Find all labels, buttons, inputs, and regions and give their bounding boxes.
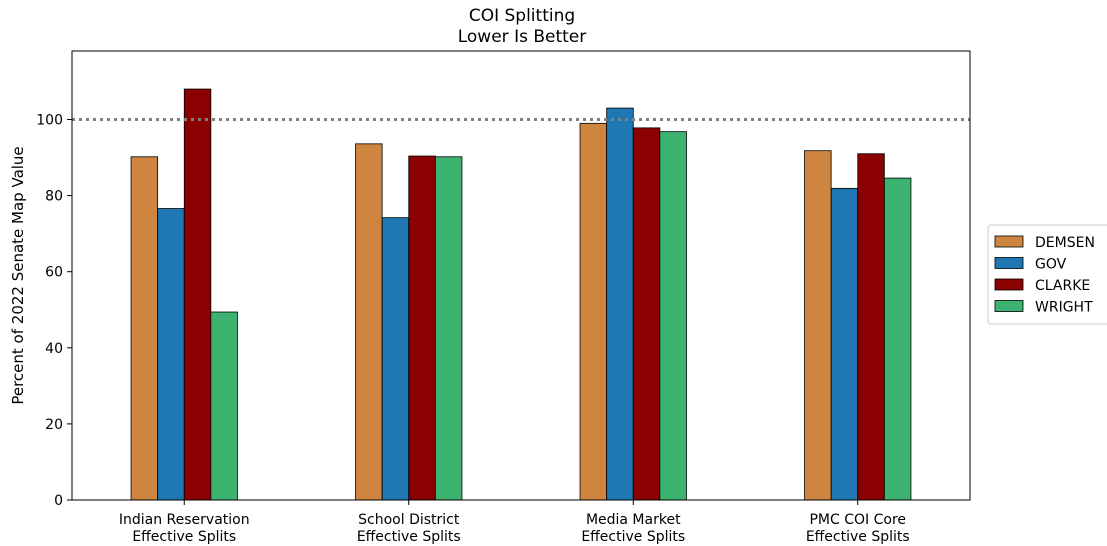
x-tick-label: Effective Splits xyxy=(132,529,236,545)
legend: DEMSEN GOV CLARKE WRIGHT xyxy=(987,224,1107,325)
y-tick-label: 20 xyxy=(45,417,63,433)
x-tick-label: Media Market xyxy=(586,512,681,528)
bar-clarke-1 xyxy=(408,155,436,501)
x-tick-label: School District xyxy=(358,512,460,528)
bar-clarke-3 xyxy=(857,153,885,501)
legend-label-demsen: DEMSEN xyxy=(1035,235,1095,251)
x-tick-label: Effective Splits xyxy=(357,529,461,545)
y-tick-label: 0 xyxy=(54,493,63,509)
bar-demsen-1 xyxy=(355,143,383,501)
legend-swatch-demsen xyxy=(994,235,1024,248)
legend-swatch-clarke xyxy=(994,278,1024,291)
bar-demsen-2 xyxy=(579,122,608,501)
legend-label-gov: GOV xyxy=(1035,257,1067,273)
bar-gov-0 xyxy=(157,208,185,501)
plot-frame xyxy=(71,50,971,501)
x-tick-label: Effective Splits xyxy=(581,529,685,545)
bar-clarke-2 xyxy=(632,127,661,501)
y-axis-label: Percent of 2022 Senate Map Value xyxy=(9,146,27,404)
y-tick-label: 100 xyxy=(36,112,63,128)
bar-wright-0 xyxy=(210,311,238,501)
x-tick-label: Effective Splits xyxy=(806,529,910,545)
y-tick-label: 40 xyxy=(45,341,63,357)
bar-demsen-0 xyxy=(130,156,159,501)
legend-swatch-wright xyxy=(994,300,1024,312)
x-tick-label: Indian Reservation xyxy=(119,512,250,528)
bar-gov-1 xyxy=(381,217,410,501)
x-tick-label: PMC COI Core xyxy=(809,512,906,528)
bar-wright-3 xyxy=(883,177,912,501)
bar-gov-3 xyxy=(830,187,859,501)
bar-wright-1 xyxy=(434,156,463,501)
y-tick-label: 80 xyxy=(45,189,63,205)
bar-gov-2 xyxy=(606,107,634,501)
bar-wright-2 xyxy=(659,131,687,501)
chart-title: COI Splitting xyxy=(469,6,575,26)
bar-demsen-3 xyxy=(804,150,832,501)
chart-subtitle: Lower Is Better xyxy=(458,27,587,47)
legend-swatch-gov xyxy=(994,257,1024,269)
legend-label-clarke: CLARKE xyxy=(1035,278,1090,294)
legend-box xyxy=(987,224,1107,325)
y-tick-label: 60 xyxy=(45,265,63,281)
legend-label-wright: WRIGHT xyxy=(1035,300,1093,316)
bar-clarke-0 xyxy=(183,88,212,501)
